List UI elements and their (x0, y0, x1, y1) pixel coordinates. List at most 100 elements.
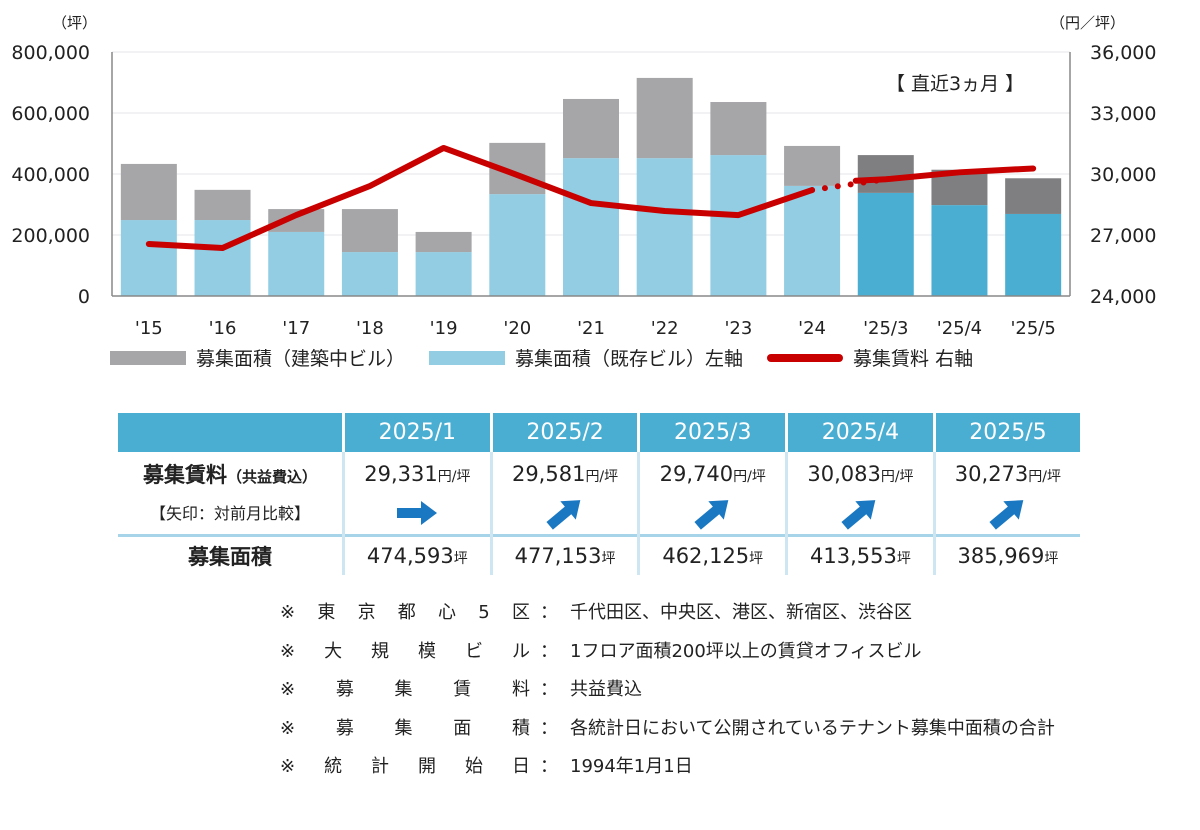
arrow-label: 【矢印：対前月比較】 (149, 504, 310, 523)
footnote-colon: ： (540, 717, 558, 739)
area-unit: 坪 (896, 551, 911, 567)
rent-label: 募集賃料（共益費込） (142, 463, 317, 487)
rent-unit: 円/坪 (733, 469, 766, 485)
bar-existing (120, 220, 177, 296)
column-header: 2025/4 (785, 413, 935, 452)
footnote-key-char: 規 (371, 640, 390, 662)
trend-arrow-icon (546, 500, 581, 530)
left-tick-label: 400,000 (11, 164, 90, 186)
footnote-colon: ： (540, 756, 558, 777)
footnote: ※ 大 規 模 ビ ル ： 1フロア面積200坪以上の賃貸オフィスビル (280, 633, 1055, 672)
footnote-key-char: 募 (335, 717, 354, 739)
footnote-key: ※ 東京都 心 5 区 (280, 594, 540, 633)
trend-arrow-icon (841, 500, 876, 530)
rent-cell: 29,581円/坪 (489, 452, 639, 496)
rent-line (145, 144, 816, 252)
footnote-key-char: 模 (418, 640, 436, 662)
left-axis-unit: （坪） (52, 14, 97, 32)
x-tick-label: '15 (135, 318, 163, 339)
x-tick-label: '23 (724, 318, 752, 339)
footnote-key-char: 大 (324, 640, 343, 662)
bar-construction (784, 145, 841, 186)
left-tick-label: 0 (78, 286, 90, 308)
trend-arrow-icon (397, 501, 438, 525)
bar-existing (857, 192, 914, 296)
bar-existing (710, 155, 767, 296)
bar-construction (857, 155, 914, 193)
x-tick-label: '17 (282, 318, 310, 339)
footnote-key-char: 積 (511, 717, 530, 739)
chart-legend: 募集面積（建築中ビル） 募集面積（既存ビル）左軸 募集賃料 右軸 (110, 344, 997, 371)
area-cell: 474,593坪 (342, 534, 492, 575)
area-value: 474,593 (366, 544, 454, 568)
area-cell: 462,125坪 (637, 534, 787, 575)
rent-unit: 円/坪 (437, 469, 471, 485)
rent-line-recent (852, 165, 1037, 184)
area-unit: 坪 (1044, 551, 1059, 567)
footnote-key-char: ※ (280, 640, 296, 662)
right-tick-label: 30,000 (1090, 164, 1156, 186)
bar-existing (415, 252, 472, 296)
x-tick-label: '16 (209, 318, 237, 339)
area-value: 413,553 (810, 544, 897, 568)
footnote-key-char: ※ (280, 679, 296, 700)
rent-value: 29,331 (364, 462, 438, 486)
arrow-cell (785, 496, 935, 536)
footnote-key: ※ 募 集 面 積 (280, 710, 540, 749)
legend-label: 募集面積（既存ビル）左軸 (515, 348, 744, 370)
bar-construction (636, 77, 693, 159)
footnote-key: ※ 統 計 開 始 日 (280, 748, 540, 787)
footnote-key-char: 面 (453, 717, 472, 739)
rent-cell: 29,331円/坪 (342, 452, 492, 496)
x-tick-label: '18 (356, 318, 384, 339)
footnote-key-char: 都 (397, 602, 416, 623)
footnote-value: 1フロア面積200坪以上の賃貸オフィスビル (570, 640, 922, 662)
rent-value: 30,083 (807, 462, 881, 486)
footnote-value: 各統計日において公開されているテナント募集中面積の合計 (570, 717, 1055, 739)
legend-existing: 募集面積（既存ビル）左軸 (429, 344, 743, 371)
bar-existing (636, 158, 693, 296)
bar-construction (194, 189, 251, 221)
right-tick-label: 36,000 (1090, 42, 1156, 64)
footnote-key-char: 5 (478, 602, 490, 623)
footnote-key-char: ※ (280, 717, 296, 739)
x-tick-label: '25/5 (1010, 318, 1055, 339)
footnote-key-char: 料 (511, 679, 530, 700)
footnote-key-char: 集 (394, 679, 413, 700)
recent-3-months-annotation: 【 直近3ヵ月 】 (886, 73, 1024, 95)
area-value: 385,969 (957, 544, 1045, 568)
footnote: ※ 東京都 心 5 区 ： 千代田区、中央区、港区、新宿区、渋谷区 (280, 594, 1055, 633)
footnote-key-char: ル (511, 640, 530, 662)
footnote: ※ 統 計 開 始 日 ： 1994年1月1日 (280, 748, 1055, 787)
footnote-value: 共益費込 (570, 679, 642, 700)
footnote-key-char: ※ (280, 756, 296, 777)
column-header: 2025/1 (342, 413, 492, 452)
legend-label: 募集面積（建築中ビル） (196, 348, 406, 370)
rent-unit: 円/坪 (585, 469, 619, 485)
arrow-cell (932, 496, 1080, 536)
area-unit: 坪 (749, 551, 764, 567)
footnote-colon: ： (540, 640, 558, 662)
rent-cell: 30,083円/坪 (785, 452, 935, 496)
area-cell: 413,553坪 (785, 534, 935, 575)
footnote-value: 千代田区、中央区、港区、新宿区、渋谷区 (570, 602, 912, 623)
footnote-key-char: 京 (357, 602, 376, 623)
footnotes: ※ 東京都 心 5 区 ： 千代田区、中央区、港区、新宿区、渋谷区 ※ 大 規 模 ビ ル ： 1フロア面積… (280, 594, 1055, 787)
arrow-cell (637, 496, 787, 536)
footnote-key-char: 始 (464, 756, 483, 777)
summary-table: 2025/1 2025/2 2025/3 2025/4 2025/5 募集賃料（共益費込… (118, 413, 1080, 575)
legend-swatch (767, 353, 844, 362)
x-tick-label: '19 (430, 318, 458, 339)
bar-existing (563, 158, 619, 296)
area-unit: 坪 (601, 551, 616, 567)
footnote-key-char: 日 (511, 756, 530, 777)
bar-existing (931, 205, 988, 296)
left-tick-label: 800,000 (11, 42, 90, 64)
x-tick-label: '20 (503, 318, 531, 339)
footnote: ※ 募 集 賃 料 ： 共益費込 (280, 671, 1055, 710)
bar-existing (489, 194, 546, 296)
legend-swatch (110, 350, 186, 365)
bar-existing (784, 185, 841, 296)
left-tick-label: 600,000 (11, 103, 90, 125)
footnote: ※ 募 集 面 積 ： 各統計日において公開されているテナント募集中面積の合計 (280, 710, 1055, 749)
